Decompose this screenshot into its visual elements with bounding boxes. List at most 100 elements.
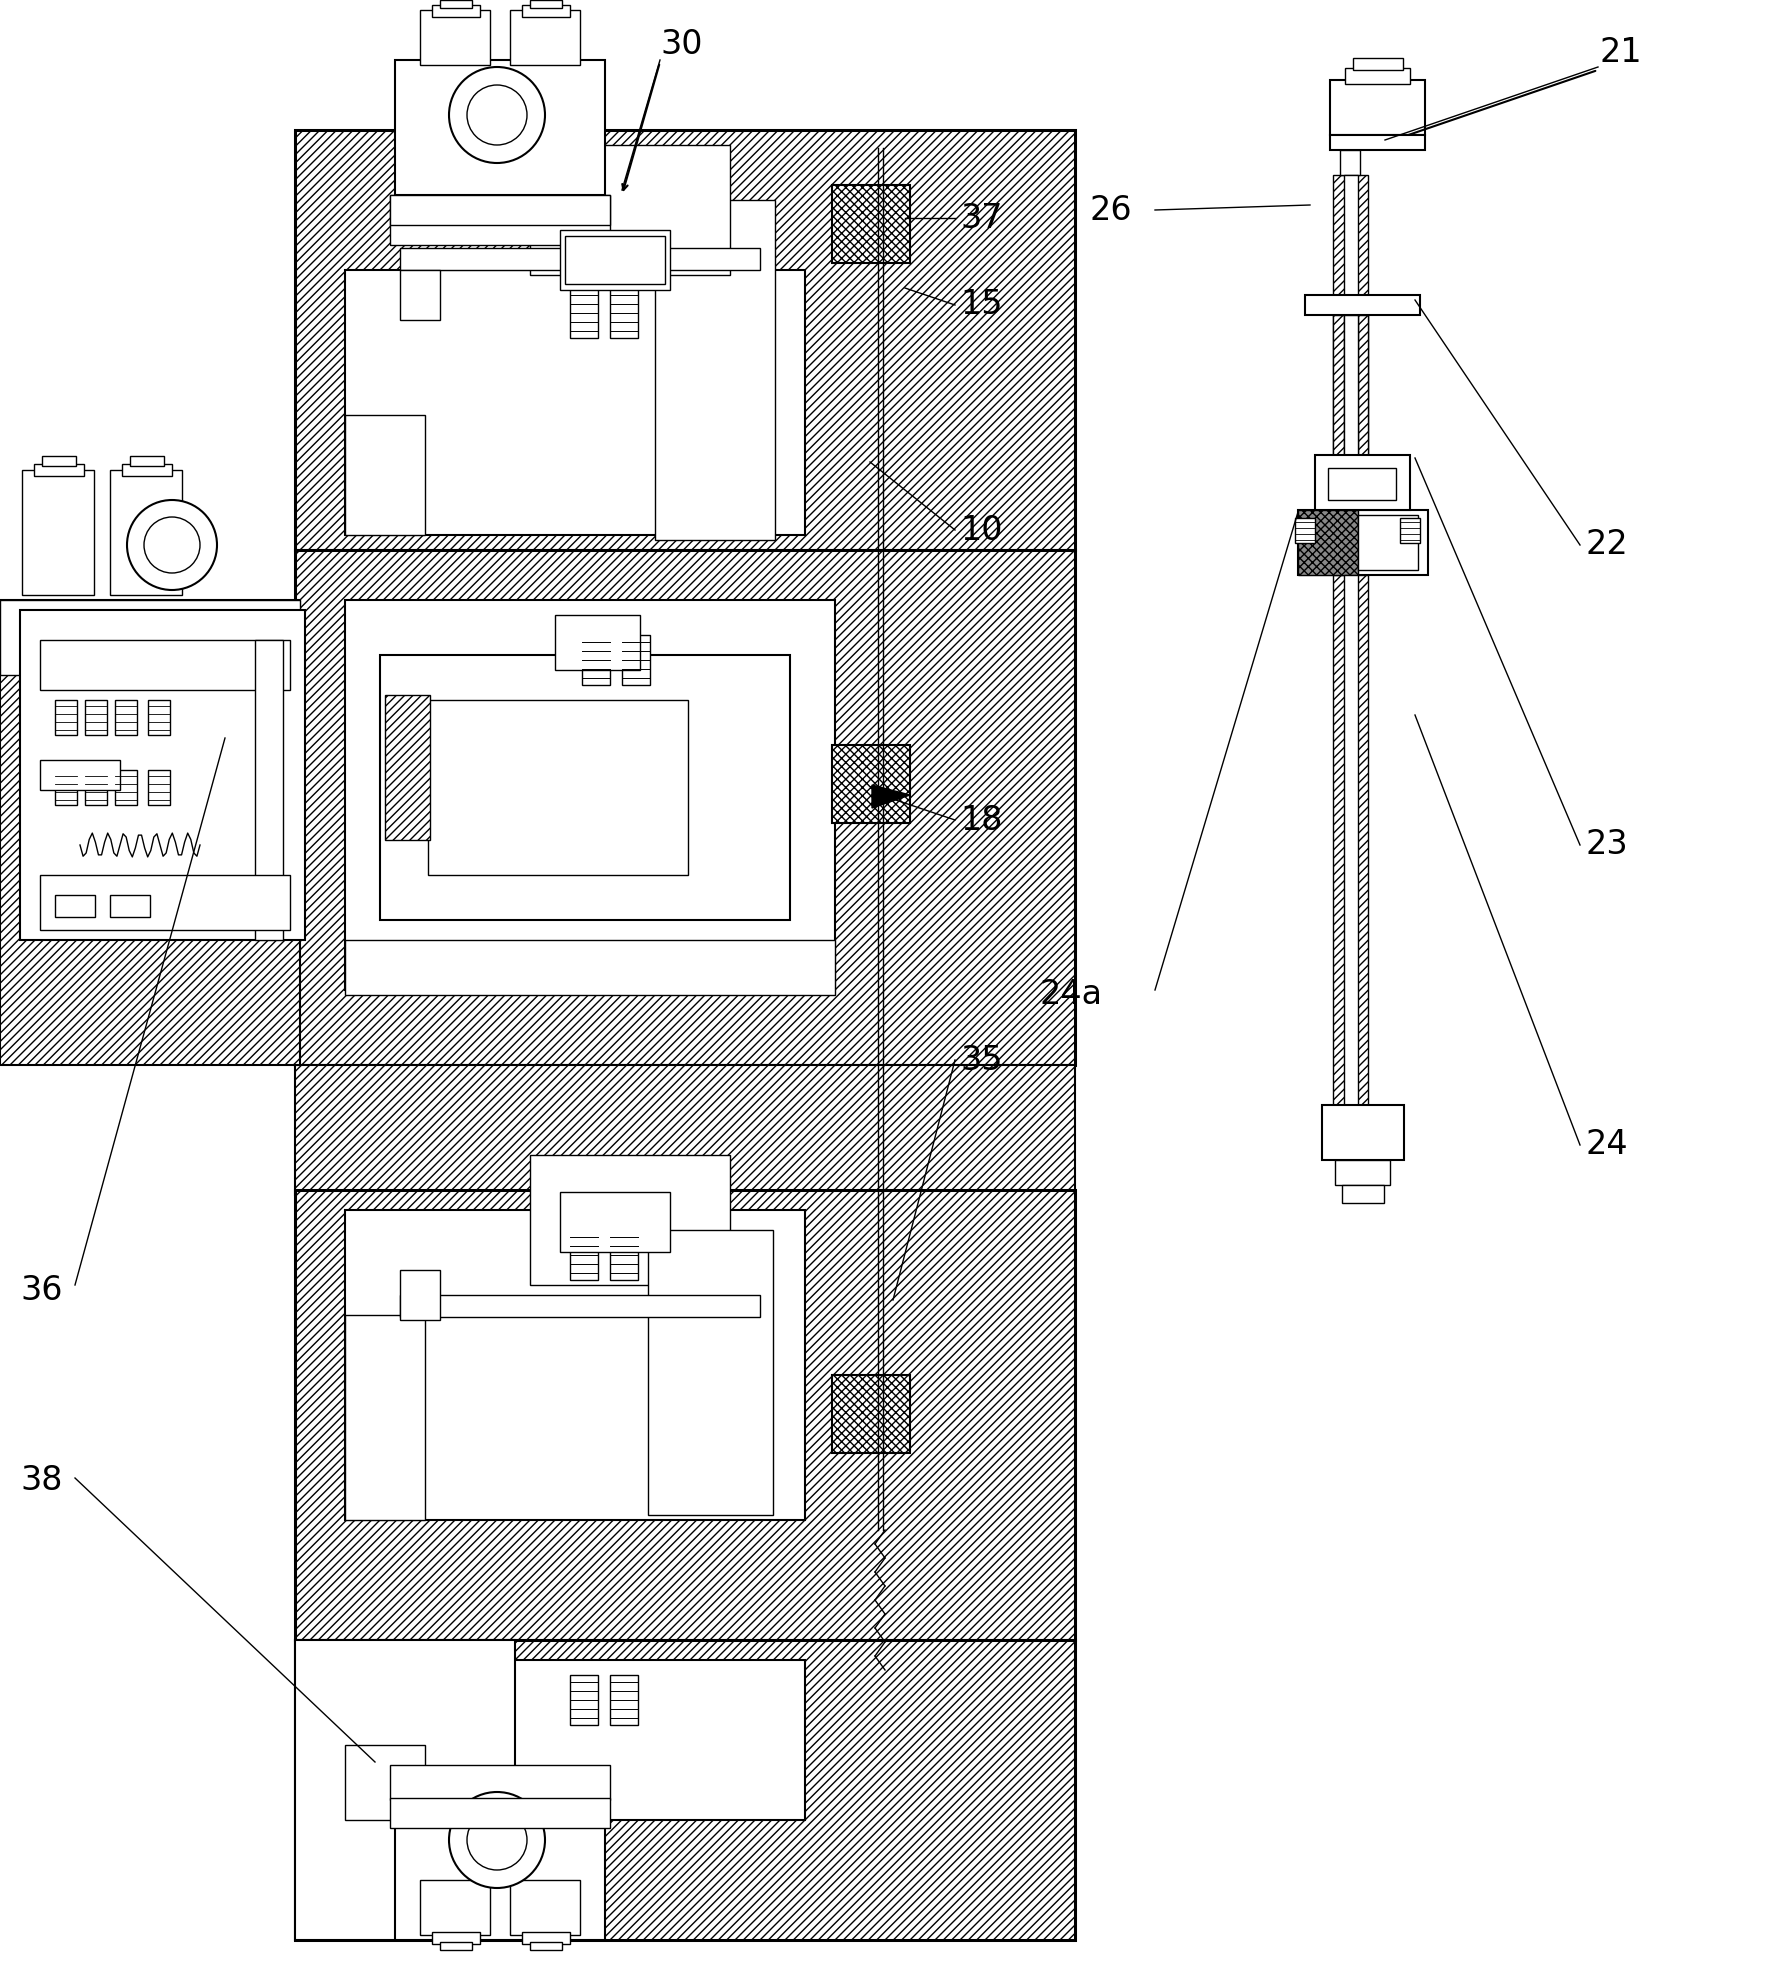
Circle shape [466,85,526,144]
Bar [390,1765,609,1799]
Bar [555,615,639,670]
Bar [655,200,775,540]
Bar [109,471,182,595]
Bar [1335,1160,1390,1184]
Bar [295,1641,1075,1939]
Bar [1298,510,1429,575]
Bar [344,1315,426,1520]
Bar [565,235,666,285]
Bar [344,1210,805,1520]
Bar [55,769,78,805]
Bar [530,1155,729,1285]
Bar [570,1675,599,1726]
Bar [295,130,1075,550]
Bar [530,1941,562,1949]
Bar [41,876,290,929]
Bar [1323,1105,1404,1160]
Bar [609,1675,638,1726]
Bar [648,1230,774,1514]
Bar [401,247,759,271]
Text: 24: 24 [1586,1129,1628,1162]
Bar [401,1295,759,1317]
Text: 37: 37 [961,202,1003,235]
Circle shape [449,1791,546,1888]
Bar [510,10,579,65]
Bar [427,700,689,876]
Bar [131,457,164,467]
Bar [41,641,290,690]
Text: 23: 23 [1586,828,1628,862]
Bar [1330,134,1425,150]
Bar [523,6,570,18]
Bar [385,696,429,840]
Bar [1333,176,1369,461]
Bar [433,6,480,18]
Bar [832,186,909,263]
Bar [55,896,95,917]
Bar [530,144,729,275]
Text: 15: 15 [961,289,1003,322]
Bar [1333,314,1369,455]
Polygon shape [872,785,909,809]
Bar [1316,455,1409,510]
Bar [19,611,306,939]
Bar [570,289,599,338]
Bar [440,0,472,8]
Text: 24a: 24a [1040,979,1104,1012]
Bar [622,635,650,684]
Bar [401,271,440,320]
Bar [390,196,609,225]
Bar [344,1661,805,1821]
Bar [85,700,108,735]
Bar [148,769,170,805]
Text: 30: 30 [660,28,703,61]
Text: 18: 18 [961,803,1003,836]
Bar [560,1192,669,1251]
Text: 38: 38 [19,1463,62,1497]
Bar [115,769,138,805]
Bar [609,1230,638,1279]
Bar [1298,510,1358,575]
Bar [396,1799,606,1939]
Text: 10: 10 [961,514,1003,546]
Text: 35: 35 [961,1044,1003,1077]
Bar [440,1941,472,1949]
Bar [0,599,300,1066]
Circle shape [127,500,217,589]
Bar [401,1269,440,1321]
Bar [433,1932,480,1943]
Text: 22: 22 [1586,528,1628,561]
Bar [583,635,609,684]
Bar [396,59,606,196]
Bar [295,1190,1075,1641]
Bar [344,415,426,536]
Text: 36: 36 [19,1273,62,1307]
Circle shape [145,518,200,573]
Bar [254,641,283,939]
Bar [1346,67,1409,83]
Bar [1294,518,1316,544]
Bar [295,550,1075,1066]
Bar [34,465,85,476]
Bar [122,465,171,476]
Bar [1400,518,1420,544]
Bar [115,700,138,735]
Bar [21,471,94,595]
Bar [1344,314,1358,455]
Bar [1333,575,1369,1105]
Bar [380,654,789,919]
Bar [41,759,120,791]
Bar [832,1374,909,1453]
Bar [148,700,170,735]
Bar [1328,469,1395,500]
Circle shape [449,67,546,162]
Bar [295,1641,516,1939]
Bar [109,896,150,917]
Bar [390,1797,609,1829]
Bar [55,700,78,735]
Bar [0,599,300,674]
Bar [420,1880,489,1935]
Bar [42,457,76,467]
Bar [1342,1184,1385,1202]
Bar [1358,514,1418,569]
